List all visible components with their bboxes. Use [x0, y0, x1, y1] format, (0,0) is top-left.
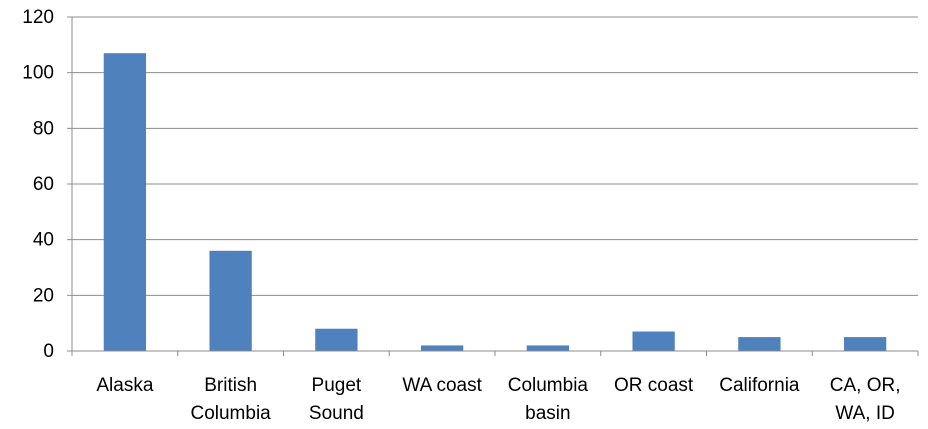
x-category-label-line: Alaska — [96, 375, 153, 396]
y-axis-tick-labels: 0 20 40 60 80 100 120 — [22, 7, 54, 362]
x-category-label-line: OR coast — [614, 375, 694, 396]
x-category-label: OR coast — [614, 375, 694, 396]
x-category-label: California — [719, 375, 800, 396]
y-tick-label: 80 — [33, 118, 54, 139]
y-tick-label: 40 — [33, 230, 54, 251]
bars — [103, 53, 887, 351]
x-category-label: Columbia basin — [508, 375, 589, 424]
x-category-label-line: basin — [525, 403, 570, 424]
x-category-label: Alaska — [96, 375, 153, 396]
bar-7 — [843, 337, 887, 351]
x-category-label-line: British — [204, 375, 257, 396]
y-tick-label: 60 — [33, 174, 54, 195]
bar-2 — [315, 328, 358, 351]
bar-0 — [103, 53, 147, 351]
bar-1 — [209, 250, 252, 351]
x-category-label-line: Puget — [312, 375, 362, 396]
x-category-label: British Columbia — [190, 375, 271, 424]
x-category-label-line: Columbia — [508, 375, 589, 396]
y-tick-label: 20 — [33, 285, 54, 306]
x-category-label: WA coast — [402, 375, 482, 396]
x-category-label: CA, OR, WA, ID — [830, 375, 901, 424]
bar-5 — [632, 331, 675, 351]
x-category-label-line: CA, OR, — [830, 375, 901, 396]
bar-3 — [420, 345, 464, 351]
x-category-label-line: WA coast — [402, 375, 482, 396]
x-category-label-line: WA, ID — [835, 403, 894, 424]
y-tick-label: 120 — [22, 7, 54, 28]
x-axis-category-labels: Alaska British Columbia Puget Sound WA coast C… — [96, 375, 900, 424]
x-category-label-line: Sound — [309, 403, 364, 424]
x-category-label-line: Columbia — [190, 403, 271, 424]
gridlines — [72, 16, 918, 296]
bar-6 — [738, 337, 781, 351]
x-category-label: Puget Sound — [309, 375, 364, 424]
bar-4 — [526, 345, 570, 351]
y-tick-label: 0 — [43, 341, 54, 362]
y-tick-label: 100 — [22, 63, 54, 84]
x-category-label-line: California — [719, 375, 800, 396]
axes — [67, 16, 919, 356]
